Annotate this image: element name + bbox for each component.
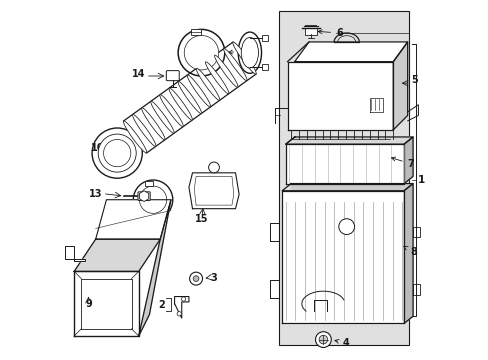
Polygon shape (287, 62, 392, 130)
Text: 3: 3 (210, 273, 217, 283)
Circle shape (208, 162, 219, 173)
Ellipse shape (238, 32, 261, 73)
Text: 2: 2 (158, 300, 165, 310)
Bar (261, 64, 267, 69)
Polygon shape (285, 144, 403, 184)
Text: 4: 4 (334, 338, 349, 348)
Circle shape (315, 332, 330, 347)
Bar (145, 181, 153, 186)
Bar (261, 36, 267, 41)
Polygon shape (294, 137, 412, 144)
Text: 1: 1 (416, 175, 424, 185)
Text: 15: 15 (194, 215, 208, 224)
Text: 14: 14 (132, 69, 145, 79)
Ellipse shape (241, 37, 258, 68)
Polygon shape (65, 246, 85, 261)
Polygon shape (403, 184, 412, 323)
Ellipse shape (205, 62, 228, 94)
Text: 5: 5 (410, 75, 417, 85)
Polygon shape (392, 42, 407, 130)
Ellipse shape (196, 68, 219, 100)
Bar (278, 12, 408, 345)
Ellipse shape (150, 101, 174, 133)
Circle shape (178, 30, 224, 76)
Ellipse shape (187, 75, 210, 107)
Bar (190, 29, 201, 35)
Ellipse shape (160, 95, 183, 127)
Ellipse shape (142, 108, 165, 140)
Circle shape (319, 335, 327, 344)
Ellipse shape (214, 55, 238, 87)
Ellipse shape (169, 88, 192, 120)
FancyBboxPatch shape (166, 71, 179, 81)
Text: 8: 8 (403, 246, 416, 257)
Circle shape (181, 297, 185, 301)
Polygon shape (74, 271, 139, 336)
Polygon shape (123, 42, 256, 153)
Text: 13: 13 (89, 189, 102, 199)
Text: 7: 7 (391, 157, 413, 169)
Text: 6: 6 (318, 28, 342, 38)
Text: 11: 11 (155, 213, 168, 222)
Polygon shape (403, 137, 412, 184)
Polygon shape (74, 239, 160, 271)
Polygon shape (294, 42, 407, 62)
Text: 9: 9 (85, 299, 92, 309)
Circle shape (92, 128, 142, 178)
Ellipse shape (223, 49, 246, 81)
Polygon shape (188, 173, 239, 209)
Circle shape (139, 186, 166, 213)
Polygon shape (174, 297, 188, 318)
Circle shape (338, 219, 354, 234)
Ellipse shape (123, 121, 146, 153)
Polygon shape (282, 191, 403, 323)
Circle shape (189, 272, 202, 285)
Ellipse shape (178, 81, 201, 114)
Polygon shape (96, 200, 171, 239)
FancyBboxPatch shape (304, 28, 316, 35)
Polygon shape (290, 184, 412, 191)
Ellipse shape (132, 114, 156, 147)
Circle shape (184, 36, 218, 70)
Circle shape (133, 180, 172, 220)
Polygon shape (139, 200, 171, 336)
FancyBboxPatch shape (138, 192, 150, 201)
Text: 12: 12 (228, 46, 252, 56)
Circle shape (177, 312, 181, 316)
Ellipse shape (232, 42, 256, 74)
Circle shape (103, 139, 131, 167)
Circle shape (98, 134, 136, 172)
Text: 10: 10 (91, 143, 104, 153)
Circle shape (193, 276, 199, 282)
